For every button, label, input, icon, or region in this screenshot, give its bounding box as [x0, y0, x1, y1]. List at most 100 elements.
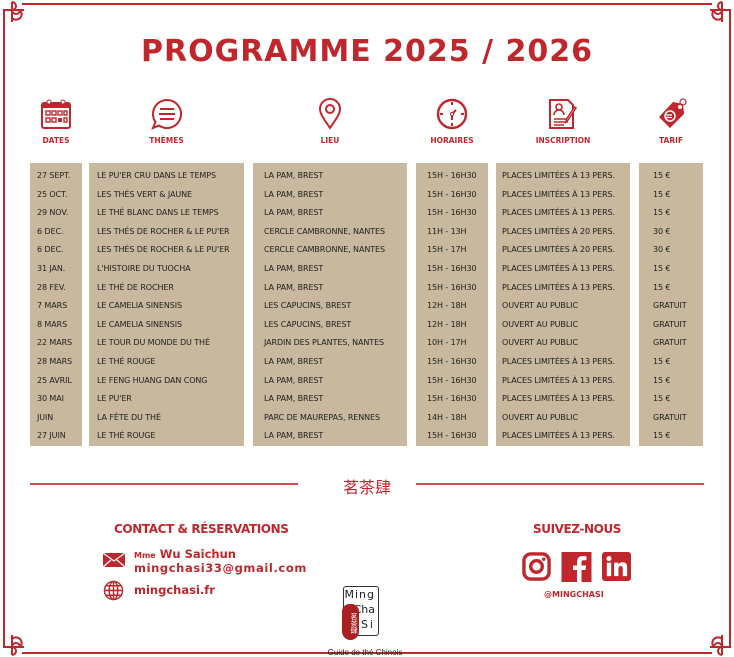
- table-cell: 6 DEC.: [37, 245, 64, 255]
- table-cell: GRATUIT: [653, 301, 687, 311]
- table-cell: 15 €: [653, 189, 671, 199]
- divider-line: [30, 483, 298, 485]
- table-cell: CERCLE CAMBRONNE, NANTES: [264, 226, 385, 236]
- table-cell: 31 JAN.: [37, 263, 66, 273]
- mail-icon: [102, 552, 126, 568]
- table-cell: LES THÉS DE ROCHER & LE PU'ER: [97, 226, 230, 236]
- table-cell: LE THÉ ROUGE: [97, 431, 156, 441]
- divider-line: [416, 483, 704, 485]
- page-title: PROGRAMME 2025 / 2026: [140, 34, 593, 69]
- clock-icon: [436, 98, 468, 130]
- social-handle[interactable]: @MINGCHASI: [544, 590, 604, 599]
- header-dates: DATES: [30, 98, 82, 145]
- table-cell: 12H - 18H: [427, 319, 467, 329]
- table-cell: 6 DEC.: [37, 226, 64, 236]
- frame-right: [729, 22, 731, 635]
- table-cell: 12H - 18H: [427, 301, 467, 311]
- seal: 茗茶肆: [342, 604, 359, 640]
- divider-chinese-text: 茗茶肆: [342, 478, 391, 497]
- table-cell: LE TOUR DU MONDE DU THÉ: [97, 338, 210, 348]
- table-cell: LA PAM, BREST: [264, 356, 324, 366]
- table-cell: 15H - 16H30: [427, 208, 477, 218]
- table-cell: 10H - 17H: [427, 338, 467, 348]
- table-cell: 15 €: [653, 356, 671, 366]
- dates-column: 27 SEPT. 25 OCT. 29 NOV. 6 DEC. 6 DEC. 31 JAN…: [30, 163, 82, 446]
- tarif-column: 15 € 15 € 15 € 30 € 30 € 15 € 15 € GRATUIT GRATU…: [639, 163, 703, 446]
- contact-website[interactable]: mingchasi.fr: [134, 583, 215, 597]
- contact-name: Mme Wu Saichun: [134, 547, 236, 561]
- social-title: SUIVEZ-NOUS: [533, 522, 622, 536]
- logo-tagline: Guide de thé Chinois: [327, 648, 403, 657]
- table-cell: LA PAM, BREST: [264, 208, 324, 218]
- table-cell: 28 FEV.: [37, 282, 66, 292]
- table-cell: 30 €: [653, 226, 671, 236]
- table-cell: LE CAMELIA SINENSIS: [97, 319, 182, 329]
- instagram-icon[interactable]: [522, 552, 551, 581]
- table-cell: PLACES LIMITÉES À 13 PERS.: [502, 282, 615, 292]
- corner-knot-icon: [710, 635, 731, 656]
- table-cell: 15 €: [653, 263, 671, 273]
- table-cell: 15H - 17H: [427, 245, 467, 255]
- table-cell: OUVERT AU PUBLIC: [502, 338, 578, 348]
- facebook-icon[interactable]: [561, 552, 592, 582]
- table-cell: 30 MAI: [37, 394, 64, 404]
- header-themes: THÈMES: [89, 98, 244, 145]
- frame-left: [3, 22, 5, 635]
- table-cell: 22 MARS: [37, 338, 73, 348]
- table-cell: LE THÉ BLANC DANS LE TEMPS: [97, 208, 219, 218]
- table-cell: 25 AVRIL: [37, 375, 72, 385]
- table-cell: PLACES LIMITÉES À 13 PERS.: [502, 208, 615, 218]
- corner-knot-icon: [710, 1, 731, 22]
- table-cell: 15 €: [653, 171, 671, 180]
- table-cell: 15H - 16H30: [427, 375, 477, 385]
- table-cell: LE PU'ER: [97, 394, 132, 404]
- table-cell: 27 JUIN: [37, 431, 66, 441]
- table-cell: PARC DE MAUREPAS, RENNES: [264, 412, 380, 422]
- linkedin-icon[interactable]: [602, 552, 631, 581]
- table-cell: 28 MARS: [37, 356, 73, 366]
- table-cell: 15H - 16H30: [427, 282, 477, 292]
- table-cell: LE CAMELIA SINENSIS: [97, 301, 182, 311]
- logo: Ming Cha Si 茗茶肆 Guide de thé Chinois: [328, 586, 402, 657]
- table-cell: 15H - 16H30: [427, 431, 477, 441]
- table-cell: 15 €: [653, 375, 671, 385]
- table-cell: PLACES LIMITÉES À 13 PERS.: [502, 431, 615, 441]
- table-cell: LA PAM, BREST: [264, 375, 324, 385]
- table-cell: LES THÉS DE ROCHER & LE PU'ER: [97, 245, 230, 255]
- table-cell: 15 €: [653, 282, 671, 292]
- table-cell: PLACES LIMITÉES À 13 PERS.: [502, 356, 615, 366]
- corner-knot-icon: [3, 635, 24, 656]
- themes-column: LE PU'ER CRU DANS LE TEMPS LES THÉS VERT …: [89, 163, 244, 446]
- table-cell: 15H - 16H30: [427, 263, 477, 273]
- table-cell: LE PU'ER CRU DANS LE TEMPS: [97, 171, 216, 180]
- table-cell: 14H - 18H: [427, 412, 467, 422]
- table-cell: LES CAPUCINS, BREST: [264, 301, 352, 311]
- location-pin-icon: [318, 98, 342, 130]
- table-cell: PLACES LIMITÉES À 13 PERS.: [502, 189, 615, 199]
- table-cell: LA PAM, BREST: [264, 431, 324, 441]
- table-cell: 7 MARS: [37, 301, 68, 311]
- inscription-column: PLACES LIMITÉES À 13 PERS. PLACES LIMITÉE…: [496, 163, 630, 446]
- table-cell: 15 €: [653, 431, 671, 441]
- table-cell: 27 SEPT.: [37, 171, 71, 180]
- calendar-icon: [41, 99, 71, 129]
- table-cell: 15H - 16H30: [427, 356, 477, 366]
- table-cell: LA PAM, BREST: [264, 263, 324, 273]
- table-cell: JUIN: [37, 412, 54, 422]
- table-cell: LE THÉ ROUGE: [97, 356, 156, 366]
- euro-tag-icon: [659, 98, 687, 128]
- contact-email[interactable]: mingchasi33@gmail.com: [134, 561, 307, 575]
- table-cell: 15H - 16H30: [427, 394, 477, 404]
- table-cell: LA FÊTE DU THÉ: [97, 412, 161, 422]
- frame-bottom: [22, 652, 712, 654]
- table-cell: 30 €: [653, 245, 671, 255]
- table-cell: 29 NOV.: [37, 208, 69, 218]
- table-cell: JARDIN DES PLANTES, NANTES: [264, 338, 385, 348]
- table-cell: PLACES LIMITÉES À 20 PERS.: [502, 245, 615, 255]
- table-cell: PLACES LIMITÉES À 13 PERS.: [502, 263, 615, 273]
- table-cell: CERCLE CAMBRONNE, NANTES: [264, 245, 385, 255]
- table-cell: LE THÉ DE ROCHER: [97, 282, 174, 292]
- header-lieu: LIEU: [253, 98, 407, 145]
- table-cell: 15H - 16H30: [427, 189, 477, 199]
- table-cell: PLACES LIMITÉES À 13 PERS.: [502, 171, 615, 180]
